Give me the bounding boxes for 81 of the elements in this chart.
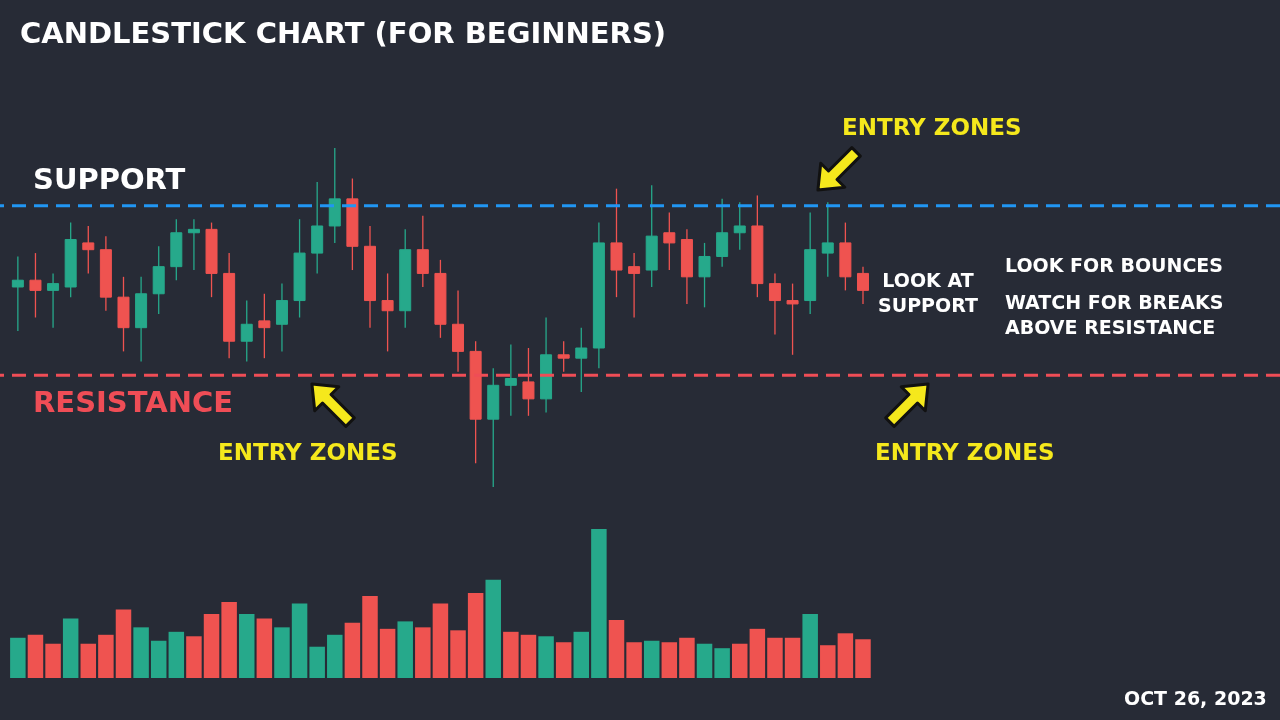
bar (555, 642, 572, 678)
chart-title: CANDLESTICK CHART (FOR BEGINNERS) (20, 16, 667, 50)
bar (274, 627, 290, 678)
annotation: ENTRY ZONES (218, 438, 398, 467)
bar (520, 634, 537, 678)
candlestick (381, 272, 394, 353)
bar (767, 637, 783, 678)
text: ENTRY ZONES (875, 438, 1055, 467)
candlestick (416, 215, 429, 288)
candlestick (733, 201, 746, 251)
text: LOOK FOR BOUNCES (1005, 253, 1224, 278)
candlestick (47, 272, 60, 329)
candlestick (698, 242, 711, 308)
bar (467, 593, 484, 678)
candlestick (856, 266, 869, 305)
bar (98, 634, 114, 678)
text: ENTRY ZONES (842, 113, 1022, 142)
text: OCT 26, 2023 (1124, 686, 1267, 711)
bar (855, 639, 871, 678)
bar (608, 619, 625, 678)
text: LOOK AT SUPPORT (877, 268, 979, 318)
bar (133, 627, 149, 678)
bar (115, 609, 132, 678)
candlestick (557, 340, 570, 373)
bar (784, 637, 801, 678)
candlestick (821, 201, 834, 278)
bar (45, 643, 61, 678)
text: WATCH FOR BREAKS ABOVE RESISTANCE (1005, 290, 1225, 340)
bar (221, 602, 237, 678)
bar (80, 643, 97, 678)
bar (661, 642, 678, 678)
ref-line-label: SUPPORT (33, 161, 186, 196)
bar (643, 640, 660, 678)
candlestick (628, 252, 641, 319)
bar (485, 579, 501, 678)
bar (239, 613, 255, 678)
candlestick (258, 293, 271, 359)
bar (679, 637, 695, 678)
candlestick (11, 255, 24, 332)
bar (291, 603, 308, 678)
bar (802, 613, 818, 678)
bar (714, 648, 730, 678)
bar (820, 645, 836, 678)
candlestick (504, 343, 517, 417)
bar (696, 643, 713, 678)
bar (379, 628, 396, 678)
candlestick (29, 252, 42, 319)
bar (186, 636, 202, 678)
bar (327, 634, 343, 678)
bar (150, 640, 167, 678)
bar (432, 603, 449, 678)
bar (256, 618, 273, 678)
bar (450, 630, 466, 678)
bar (837, 633, 854, 678)
bar (362, 596, 378, 678)
ref-line-label: RESISTANCE (33, 385, 234, 420)
bar (538, 636, 554, 678)
candlestick (786, 282, 799, 356)
bar (626, 642, 642, 678)
bar (397, 621, 413, 678)
candlestick (575, 327, 588, 393)
bar (62, 618, 79, 678)
bar (27, 634, 44, 678)
candlestick (768, 272, 781, 336)
candlestick (716, 198, 729, 268)
bar (573, 631, 590, 678)
candlestick (82, 225, 95, 275)
bar (503, 631, 519, 678)
candlestick (663, 211, 676, 271)
bar (10, 637, 26, 678)
candlestick (275, 282, 288, 353)
bar (731, 643, 748, 678)
bar (344, 622, 361, 678)
bar (203, 613, 220, 678)
candlestick (187, 218, 200, 271)
bar (309, 646, 325, 678)
bar (415, 627, 431, 678)
bar (749, 628, 766, 678)
bar (591, 529, 607, 678)
bar (168, 631, 185, 678)
candlestick (240, 299, 253, 363)
